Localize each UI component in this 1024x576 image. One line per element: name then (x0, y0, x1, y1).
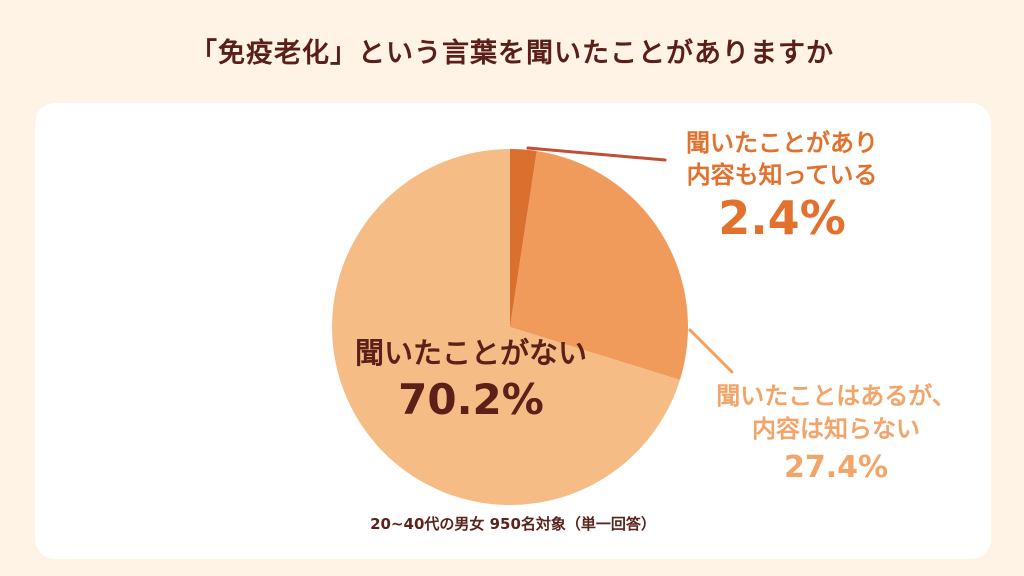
label-never-line1: 聞いたことがない (354, 336, 587, 370)
callout-line-heard (688, 328, 734, 374)
label-know-line2: 内容も知っている (686, 161, 878, 189)
chart-footnote: 20~40代の男女 950名対象（単一回答） (370, 515, 656, 533)
pie-svg (332, 146, 734, 505)
label-heard: 聞いたことはあるが、 内容は知らない 27.4% (676, 380, 996, 488)
label-know-line1: 聞いたことがあり (686, 129, 878, 157)
label-heard-line1: 聞いたことはあるが、 (716, 382, 956, 410)
pie-slice-1 (510, 151, 689, 380)
label-know: 聞いたことがあり 内容も知っている 2.4% (647, 127, 917, 243)
callout-line-know (526, 146, 667, 162)
pie-slice-2 (332, 149, 680, 505)
pie-slice-0 (510, 149, 537, 327)
chart-card: 聞いたことがあり 内容も知っている 2.4% 聞いたことはあるが、 内容は知らな… (35, 103, 991, 559)
chart-title: 「免疫老化」という言葉を聞いたことがありますか (190, 38, 834, 69)
label-heard-value: 27.4% (783, 450, 889, 485)
label-heard-line2: 内容は知らない (752, 415, 920, 443)
label-never-value: 70.2% (398, 375, 544, 424)
label-know-value: 2.4% (718, 191, 846, 245)
label-never: 聞いたことがない 70.2% (341, 336, 601, 424)
